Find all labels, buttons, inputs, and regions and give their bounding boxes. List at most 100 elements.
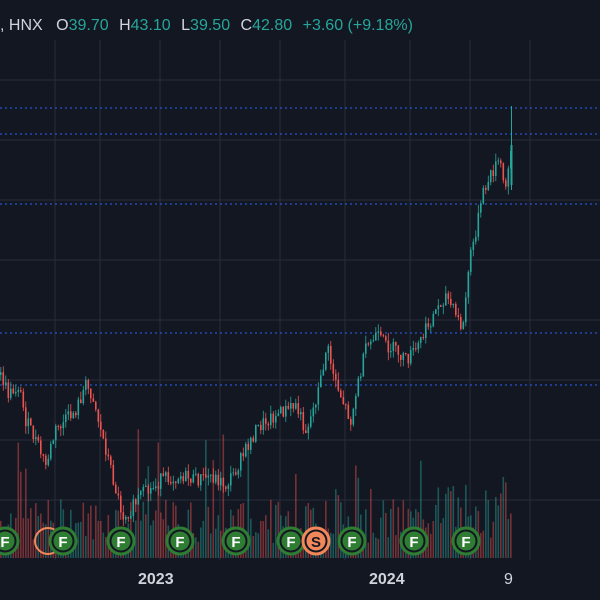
candle-body[interactable] <box>10 388 12 398</box>
candle-body[interactable] <box>32 425 35 440</box>
candle-body[interactable] <box>265 418 267 424</box>
candle-body[interactable] <box>467 272 470 298</box>
candle-body[interactable] <box>225 486 227 489</box>
candle-body[interactable] <box>90 388 92 399</box>
candle-body[interactable] <box>325 352 327 370</box>
candle-body[interactable] <box>447 293 450 299</box>
candle-body[interactable] <box>295 403 297 409</box>
dividend-marker[interactable]: F <box>0 526 20 556</box>
candle-body[interactable] <box>332 363 335 374</box>
candle-body[interactable] <box>385 336 387 341</box>
candle-body[interactable] <box>235 472 237 475</box>
candle-body[interactable] <box>417 342 420 350</box>
candle-body[interactable] <box>232 472 235 474</box>
candle-body[interactable] <box>510 145 513 185</box>
candle-body[interactable] <box>282 407 285 417</box>
candle-body[interactable] <box>312 407 315 417</box>
candle-body[interactable] <box>380 331 382 336</box>
candle-body[interactable] <box>430 326 432 328</box>
candle-body[interactable] <box>492 170 495 176</box>
candle-body[interactable] <box>42 454 45 456</box>
candle-body[interactable] <box>292 403 295 409</box>
candle-body[interactable] <box>127 516 130 519</box>
dividend-marker[interactable]: F <box>337 526 367 556</box>
candle-body[interactable] <box>267 423 270 426</box>
candle-body[interactable] <box>252 437 255 442</box>
candle-body[interactable] <box>485 187 487 190</box>
candle-body[interactable] <box>105 438 107 455</box>
candle-body[interactable] <box>0 372 2 375</box>
candle-body[interactable] <box>115 484 117 494</box>
candle-body[interactable] <box>450 298 452 306</box>
candle-body[interactable] <box>322 369 325 376</box>
candle-body[interactable] <box>30 418 32 426</box>
candle-body[interactable] <box>200 474 202 486</box>
candle-body[interactable] <box>190 478 192 483</box>
candle-body[interactable] <box>45 455 47 465</box>
candle-body[interactable] <box>247 444 250 450</box>
candle-body[interactable] <box>215 474 217 483</box>
candle-body[interactable] <box>375 332 377 341</box>
candle-body[interactable] <box>455 303 457 316</box>
candle-body[interactable] <box>402 353 405 360</box>
candle-body[interactable] <box>242 453 245 457</box>
dividend-marker[interactable]: F <box>106 526 136 556</box>
candle-body[interactable] <box>140 491 142 495</box>
candle-body[interactable] <box>47 458 50 465</box>
candle-body[interactable] <box>227 485 230 489</box>
candle-body[interactable] <box>142 486 145 492</box>
candle-body[interactable] <box>457 315 460 317</box>
candle-body[interactable] <box>237 470 240 475</box>
candle-body[interactable] <box>407 353 410 364</box>
candle-body[interactable] <box>147 485 150 494</box>
candle-body[interactable] <box>500 160 502 164</box>
candle-body[interactable] <box>52 440 55 444</box>
candle-body[interactable] <box>80 399 82 404</box>
dividend-marker[interactable]: F <box>48 526 78 556</box>
candle-body[interactable] <box>405 353 407 354</box>
candle-body[interactable] <box>280 407 282 414</box>
candle-body[interactable] <box>22 391 25 408</box>
candle-body[interactable] <box>112 464 115 485</box>
candle-body[interactable] <box>285 405 287 417</box>
candle-body[interactable] <box>262 418 265 430</box>
candle-body[interactable] <box>107 454 110 457</box>
candle-body[interactable] <box>460 317 462 329</box>
candle-body[interactable] <box>172 481 175 484</box>
candle-body[interactable] <box>507 168 510 187</box>
candle-body[interactable] <box>335 373 337 380</box>
candle-body[interactable] <box>395 342 397 346</box>
candle-body[interactable] <box>462 322 465 329</box>
candle-body[interactable] <box>230 473 232 486</box>
candle-body[interactable] <box>302 412 305 431</box>
candle-body[interactable] <box>387 340 390 353</box>
dividend-marker[interactable]: F <box>165 526 195 556</box>
candle-body[interactable] <box>390 350 392 353</box>
candle-body[interactable] <box>65 414 67 423</box>
candle-body[interactable] <box>192 474 195 483</box>
dividend-marker[interactable]: F <box>276 526 306 556</box>
candle-body[interactable] <box>132 499 135 516</box>
candle-body[interactable] <box>440 305 442 307</box>
candle-body[interactable] <box>257 424 260 426</box>
candle-body[interactable] <box>435 309 437 314</box>
candle-body[interactable] <box>245 444 247 457</box>
candle-body[interactable] <box>60 426 62 429</box>
candle-body[interactable] <box>377 331 380 333</box>
dividend-marker[interactable]: F <box>399 526 429 556</box>
candle-body[interactable] <box>67 411 70 415</box>
candle-body[interactable] <box>165 472 167 476</box>
candle-body[interactable] <box>250 437 252 450</box>
candle-body[interactable] <box>70 411 72 419</box>
candle-body[interactable] <box>472 241 475 250</box>
candle-body[interactable] <box>327 345 330 353</box>
candle-body[interactable] <box>35 437 37 440</box>
candle-body[interactable] <box>125 516 127 520</box>
candle-body[interactable] <box>275 415 277 423</box>
candle-body[interactable] <box>27 418 30 427</box>
candle-body[interactable] <box>222 478 225 487</box>
candle-body[interactable] <box>345 404 347 405</box>
candle-body[interactable] <box>202 474 205 476</box>
